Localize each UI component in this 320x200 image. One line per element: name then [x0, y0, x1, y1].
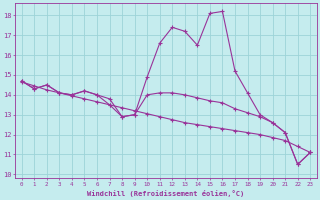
X-axis label: Windchill (Refroidissement éolien,°C): Windchill (Refroidissement éolien,°C) [87, 190, 244, 197]
